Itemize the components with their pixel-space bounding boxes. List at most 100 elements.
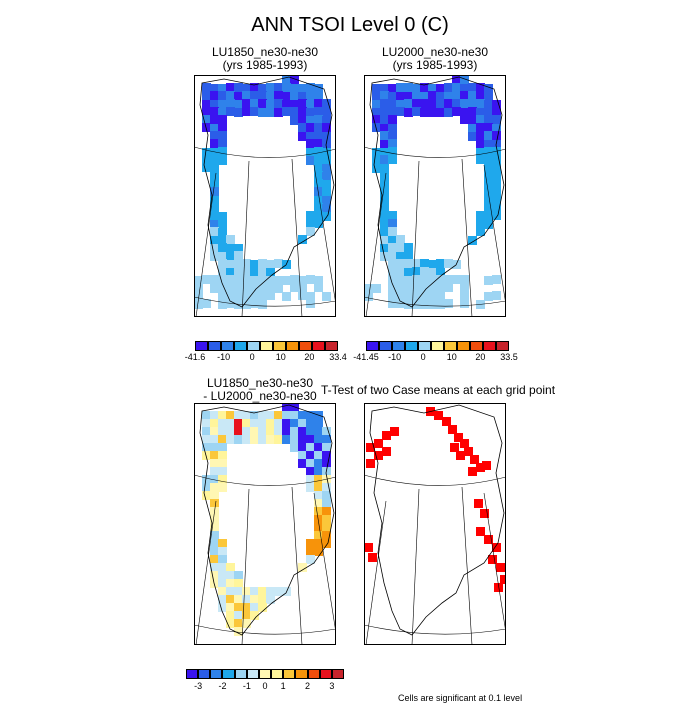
grid-cell xyxy=(452,275,461,284)
grid-cell xyxy=(210,156,219,165)
grid-cell xyxy=(298,459,307,468)
grid-cell xyxy=(314,419,323,428)
significant-cell xyxy=(480,509,489,518)
colorbar-swatch xyxy=(312,341,325,351)
panel3-title-line2: - LU2000_ne30-ne30 xyxy=(203,389,317,403)
grid-cell xyxy=(226,571,235,580)
grid-cell xyxy=(258,91,267,100)
colorbar-swatch xyxy=(470,341,483,351)
graticule-line xyxy=(241,160,250,317)
grid-cell xyxy=(258,427,267,436)
grid-cell xyxy=(210,172,219,181)
grid-cell xyxy=(314,276,323,285)
grid-cell xyxy=(412,300,421,309)
grid-cell xyxy=(436,275,445,284)
grid-cell xyxy=(314,443,323,452)
grid-cell xyxy=(396,291,405,300)
graticule xyxy=(364,75,506,317)
grid-cell xyxy=(218,115,227,124)
grid-cell xyxy=(460,108,469,117)
grid-cell xyxy=(322,523,331,532)
grid-cell xyxy=(396,244,405,253)
grid-cell xyxy=(484,140,493,149)
grid-cell xyxy=(306,419,315,428)
grid-cell xyxy=(258,276,267,285)
grid-cell xyxy=(298,284,307,293)
grid-cell xyxy=(380,115,389,124)
grid-cell xyxy=(226,244,235,253)
grid-cell xyxy=(314,187,323,196)
colorbar-swatch xyxy=(457,341,470,351)
grid-cell xyxy=(282,75,291,84)
grid-cell xyxy=(210,107,219,116)
grid-cell xyxy=(210,419,219,428)
grid-cell xyxy=(218,300,227,309)
grid-cell xyxy=(210,515,219,524)
grid-cell xyxy=(218,219,227,228)
grid-cell xyxy=(210,427,219,436)
grid-cell xyxy=(258,267,267,276)
grid-cell xyxy=(290,107,299,116)
grid-cell xyxy=(388,267,397,276)
grid-cell xyxy=(404,268,413,277)
grid-cell xyxy=(484,220,493,229)
grid-cell xyxy=(258,99,267,108)
significant-cell xyxy=(374,451,383,460)
grid-cell xyxy=(380,124,389,133)
grid-cell xyxy=(396,268,405,277)
grid-cell xyxy=(306,459,315,468)
graticule-line xyxy=(461,486,473,645)
grid-cell xyxy=(194,300,203,309)
grid-cell xyxy=(266,427,275,436)
grid-cell xyxy=(274,276,283,285)
colorbar-swatch xyxy=(331,669,345,679)
grid-cell xyxy=(492,124,501,133)
grid-cell xyxy=(428,275,437,284)
colorbar-swatch xyxy=(234,669,247,679)
grid-cell xyxy=(202,115,211,124)
grid-cell xyxy=(314,467,323,476)
panel1-title: LU1850_ne30-ne30 (yrs 1985-1993) xyxy=(185,46,345,72)
cbar3-label: -1 xyxy=(242,681,251,691)
grid-cell xyxy=(250,268,259,277)
grid-cell xyxy=(282,100,291,109)
grid-cell xyxy=(234,292,243,301)
grid-cell xyxy=(314,483,323,492)
grid-cell xyxy=(306,299,315,308)
panel4-title: T-Test of two Case means at each grid po… xyxy=(318,384,558,397)
grid-cell xyxy=(266,108,275,117)
grid-cell xyxy=(476,155,485,164)
colorbar-difference-labels: -3 -2 -1 0 1 2 3 xyxy=(186,681,344,693)
grid-cell xyxy=(314,219,323,228)
grid-cell xyxy=(226,235,235,244)
colorbar-swatch xyxy=(222,669,235,679)
grid-cell xyxy=(314,115,323,124)
grid-cell xyxy=(476,108,485,117)
cbar3-label: 3 xyxy=(329,681,335,691)
grid-cell xyxy=(428,283,437,292)
grid-cell xyxy=(444,92,453,101)
grid-cell xyxy=(314,147,323,156)
significant-cell xyxy=(482,461,491,470)
grid-cell xyxy=(452,99,461,108)
grid-cell xyxy=(290,419,299,428)
grid-cell xyxy=(388,124,397,133)
graticule-line xyxy=(313,164,336,306)
grid-cell xyxy=(266,260,275,269)
grid-cell xyxy=(484,123,493,132)
grid-cell xyxy=(298,235,307,244)
colorbar-lu1850 xyxy=(195,341,338,351)
colorbar-swatch xyxy=(271,669,284,679)
grid-cell xyxy=(322,531,331,540)
grid-cell xyxy=(404,92,413,101)
grid-cell xyxy=(250,99,259,108)
grid-cell xyxy=(412,99,421,108)
grid-cell xyxy=(460,115,469,124)
grid-cell xyxy=(420,259,429,268)
significant-cell xyxy=(454,433,463,442)
grid-cell xyxy=(218,563,227,572)
colorbar-swatch xyxy=(379,341,392,351)
grid-cell xyxy=(388,284,397,293)
grid-cell xyxy=(492,131,501,140)
grid-cell xyxy=(322,507,331,516)
